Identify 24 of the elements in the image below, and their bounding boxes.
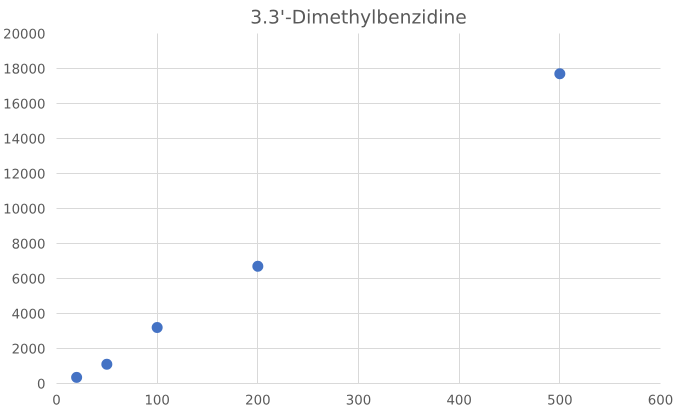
y-tick-label: 0 (37, 378, 46, 392)
y-tick-label: 10000 (3, 202, 46, 218)
y-tick-label: 6000 (12, 272, 46, 288)
x-tick-label: 300 (346, 394, 372, 407)
x-tick-label: 500 (547, 394, 573, 407)
point (152, 322, 163, 333)
y-tick-label: 12000 (3, 168, 46, 182)
y-tick-label: 20000 (3, 28, 46, 42)
y-tick-label: 18000 (3, 62, 46, 78)
point (252, 260, 264, 272)
x-tick-label: 200 (245, 394, 271, 407)
point (554, 68, 566, 80)
x-tick-label: 0 (52, 394, 61, 407)
point (71, 372, 82, 383)
y-tick-label: 4000 (12, 308, 46, 322)
y-tick-label: 16000 (3, 98, 46, 112)
x-tick-label: 600 (648, 394, 674, 407)
x-tick-label: 100 (144, 394, 170, 407)
y-tick-label: 2000 (12, 342, 46, 358)
chart-title: 3.3'-Dimethylbenzidine (250, 8, 467, 28)
point (101, 358, 112, 370)
y-tick-label: 8000 (12, 238, 46, 252)
y-tick-label: 14000 (3, 132, 46, 148)
x-tick-label: 400 (446, 394, 472, 407)
